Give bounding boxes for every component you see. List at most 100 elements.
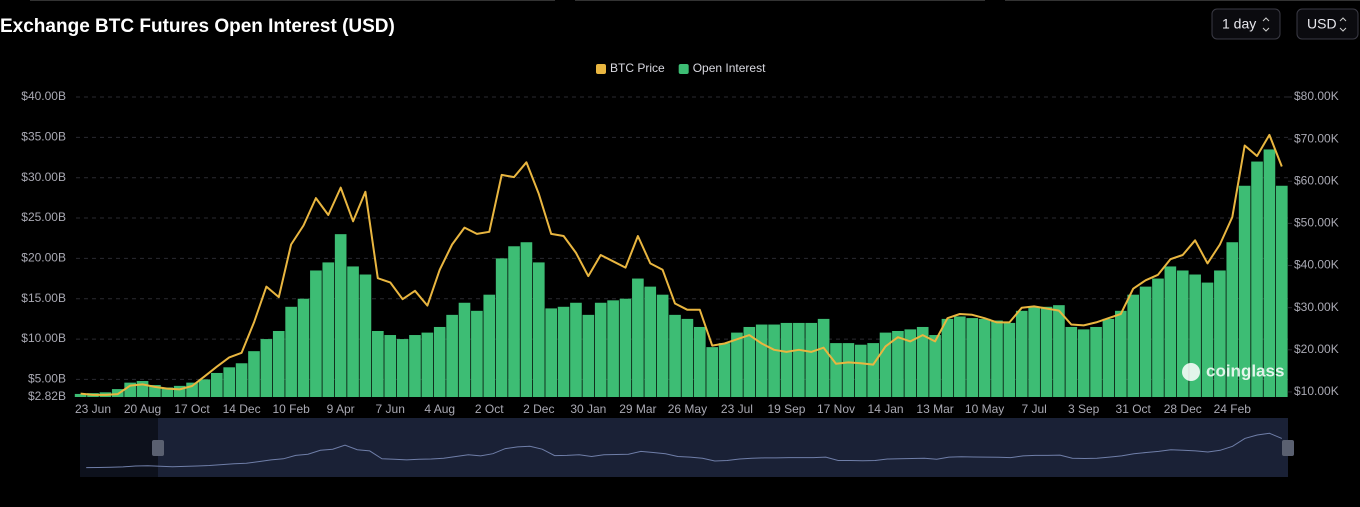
bar <box>582 314 595 397</box>
bar <box>520 242 533 397</box>
bar <box>1251 161 1263 397</box>
bar <box>1275 185 1288 397</box>
bar <box>248 351 260 397</box>
legend-label: BTC Price <box>610 61 665 75</box>
bar <box>941 318 954 397</box>
bar <box>842 343 855 397</box>
bar <box>780 322 793 397</box>
bar <box>371 330 384 397</box>
x-tick-label: 3 Sep <box>1068 402 1100 416</box>
bar <box>508 246 520 397</box>
x-tick-label: 13 Mar <box>916 402 953 416</box>
x-tick-label: 14 Dec <box>223 402 261 416</box>
x-tick-label: 17 Nov <box>817 402 855 416</box>
y-tick-label: $5.00B <box>28 372 66 386</box>
bar <box>334 234 347 397</box>
bar <box>632 278 644 397</box>
x-tick-label: 7 Jun <box>376 402 405 416</box>
bar <box>285 306 297 397</box>
bar <box>310 270 322 397</box>
legend-label: Open Interest <box>693 61 766 75</box>
navigator[interactable] <box>80 418 1294 477</box>
lines <box>80 133 1283 396</box>
bar <box>1127 294 1140 397</box>
bar <box>607 300 619 397</box>
y-tick-label: $40.00B <box>21 89 66 103</box>
chart-title: Exchange BTC Futures Open Interest (USD) <box>0 16 395 37</box>
bar <box>916 326 929 397</box>
bar <box>297 298 310 397</box>
legend-swatch <box>596 64 606 74</box>
currency-select[interactable]: USD <box>1296 8 1359 40</box>
bar <box>223 367 236 397</box>
x-tick-label: 24 Feb <box>1214 402 1252 416</box>
bar <box>879 332 892 397</box>
bar <box>211 372 223 397</box>
x-tick-label: 19 Sep <box>767 402 805 416</box>
bar <box>347 266 359 397</box>
bar <box>186 382 198 397</box>
bar <box>1115 310 1127 397</box>
bar <box>681 318 694 397</box>
bar <box>384 335 397 397</box>
bar <box>1090 326 1102 397</box>
bar <box>854 344 867 397</box>
bar <box>1139 286 1152 397</box>
x-tick-label: 9 Apr <box>327 402 355 416</box>
bar <box>532 262 545 397</box>
bar <box>260 339 273 397</box>
legend: BTC Price Open Interest <box>596 61 766 75</box>
bar <box>1028 306 1040 397</box>
x-tick-label: 2 Dec <box>523 402 554 416</box>
bar <box>1238 185 1251 397</box>
x-tick-label: 26 May <box>668 402 707 416</box>
select-label[interactable]: 1 day <box>1222 16 1256 32</box>
y-tick-label: $25.00B <box>21 210 66 224</box>
bar <box>978 318 991 397</box>
y-tick-label: $20.00B <box>21 251 66 265</box>
bar <box>966 318 979 397</box>
bar <box>483 294 496 397</box>
y-tick-label: $10.00B <box>21 331 66 345</box>
bar <box>805 322 818 397</box>
watermark: coinglass <box>1182 361 1284 381</box>
bar <box>557 306 570 397</box>
y2-tick-label: $40.00K <box>1294 258 1339 272</box>
bar <box>322 262 335 397</box>
interval-select[interactable]: 1 day <box>1211 8 1281 40</box>
bar <box>495 258 508 397</box>
y-tick-label: $30.00B <box>21 170 66 184</box>
bar <box>409 335 421 397</box>
bar <box>545 308 558 397</box>
bar <box>991 320 1003 397</box>
bar <box>619 298 632 397</box>
bar <box>124 382 136 397</box>
bar <box>1176 270 1189 397</box>
bar <box>1102 318 1115 397</box>
select-box[interactable] <box>1211 8 1281 40</box>
select-arrow <box>1339 17 1347 32</box>
bar <box>458 302 471 397</box>
select-box[interactable] <box>1296 8 1359 40</box>
navigator-window[interactable] <box>158 418 1288 477</box>
navigator-handle[interactable] <box>152 440 164 456</box>
navigator-line <box>86 432 1282 469</box>
x-tick-label: 31 Oct <box>1116 402 1152 416</box>
select-label[interactable]: USD <box>1307 16 1337 32</box>
bar <box>743 326 756 397</box>
x-tick-label: 30 Jan <box>570 402 606 416</box>
bar <box>1189 274 1201 397</box>
navigator-handle[interactable] <box>1282 440 1294 456</box>
x-tick-label: 23 Jul <box>721 402 753 416</box>
bar <box>161 387 174 397</box>
x-tick-label: 28 Dec <box>1164 402 1202 416</box>
bar <box>718 343 731 397</box>
x-tick-label: 4 Aug <box>424 402 455 416</box>
select-arrow <box>1262 17 1270 32</box>
bar <box>235 363 248 397</box>
bar <box>706 347 718 397</box>
bar <box>149 385 161 397</box>
bar <box>570 302 582 397</box>
bar <box>731 332 743 397</box>
y-tick-label: $35.00B <box>21 130 66 144</box>
